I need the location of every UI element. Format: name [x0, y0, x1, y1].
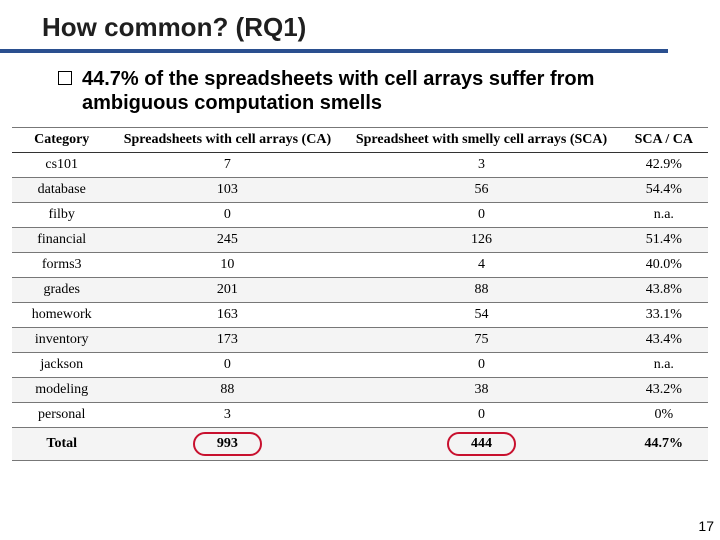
col-category: Category — [12, 128, 111, 153]
cell-ratio: 42.9% — [620, 153, 708, 178]
cell-ca: 0 — [111, 203, 343, 228]
table-header-row: Category Spreadsheets with cell arrays (… — [12, 128, 708, 153]
cell-category: jackson — [12, 353, 111, 378]
cell-ratio: 43.4% — [620, 328, 708, 353]
cell-sca: 88 — [343, 278, 619, 303]
cell-sca: 0 — [343, 403, 619, 428]
cell-total-ratio: 44.7% — [620, 428, 708, 461]
cell-sca: 54 — [343, 303, 619, 328]
cell-category: filby — [12, 203, 111, 228]
cell-ratio: 54.4% — [620, 178, 708, 203]
cell-ratio: 51.4% — [620, 228, 708, 253]
cell-ca: 7 — [111, 153, 343, 178]
cell-sca: 4 — [343, 253, 619, 278]
cell-ca: 201 — [111, 278, 343, 303]
bullet-text: 44.7% of the spreadsheets with cell arra… — [82, 67, 690, 115]
table-row: grades2018843.8% — [12, 278, 708, 303]
table-row: personal300% — [12, 403, 708, 428]
cell-ca: 0 — [111, 353, 343, 378]
table-row: inventory1737543.4% — [12, 328, 708, 353]
cell-ratio: n.a. — [620, 203, 708, 228]
cell-ca: 10 — [111, 253, 343, 278]
cell-category: personal — [12, 403, 111, 428]
col-sca: Spreadsheet with smelly cell arrays (SCA… — [343, 128, 619, 153]
table-row: cs1017342.9% — [12, 153, 708, 178]
cell-sca: 56 — [343, 178, 619, 203]
cell-category: financial — [12, 228, 111, 253]
cell-ratio: 43.2% — [620, 378, 708, 403]
cell-ratio: n.a. — [620, 353, 708, 378]
table-row: homework1635433.1% — [12, 303, 708, 328]
cell-ca: 88 — [111, 378, 343, 403]
cell-category: inventory — [12, 328, 111, 353]
cell-ca: 163 — [111, 303, 343, 328]
col-ratio: SCA / CA — [620, 128, 708, 153]
cell-ca: 173 — [111, 328, 343, 353]
cell-category: cs101 — [12, 153, 111, 178]
slide-title: How common? (RQ1) — [0, 0, 668, 53]
bullet-item: 44.7% of the spreadsheets with cell arra… — [0, 63, 720, 119]
cell-sca: 75 — [343, 328, 619, 353]
cell-sca: 38 — [343, 378, 619, 403]
cell-category: database — [12, 178, 111, 203]
cell-ratio: 33.1% — [620, 303, 708, 328]
table-row: modeling883843.2% — [12, 378, 708, 403]
cell-sca: 0 — [343, 353, 619, 378]
table-row: filby00n.a. — [12, 203, 708, 228]
cell-total-sca: 444 — [343, 428, 619, 461]
cell-category: forms3 — [12, 253, 111, 278]
cell-ca: 103 — [111, 178, 343, 203]
cell-sca: 126 — [343, 228, 619, 253]
slide: How common? (RQ1) 44.7% of the spreadshe… — [0, 0, 720, 540]
cell-category: homework — [12, 303, 111, 328]
col-ca: Spreadsheets with cell arrays (CA) — [111, 128, 343, 153]
table-row: financial24512651.4% — [12, 228, 708, 253]
table-total-row: Total99344444.7% — [12, 428, 708, 461]
cell-category: grades — [12, 278, 111, 303]
cell-ratio: 43.8% — [620, 278, 708, 303]
cell-ca: 245 — [111, 228, 343, 253]
square-bullet-icon — [58, 71, 72, 85]
table-row: database1035654.4% — [12, 178, 708, 203]
cell-ratio: 0% — [620, 403, 708, 428]
page-number: 17 — [698, 518, 714, 534]
cell-total-ca: 993 — [111, 428, 343, 461]
cell-ratio: 40.0% — [620, 253, 708, 278]
table-row: forms310440.0% — [12, 253, 708, 278]
cell-sca: 3 — [343, 153, 619, 178]
data-table-container: Category Spreadsheets with cell arrays (… — [0, 119, 720, 461]
cell-sca: 0 — [343, 203, 619, 228]
cell-category: modeling — [12, 378, 111, 403]
cell-total-label: Total — [12, 428, 111, 461]
table-row: jackson00n.a. — [12, 353, 708, 378]
cell-ca: 3 — [111, 403, 343, 428]
data-table: Category Spreadsheets with cell arrays (… — [12, 127, 708, 461]
